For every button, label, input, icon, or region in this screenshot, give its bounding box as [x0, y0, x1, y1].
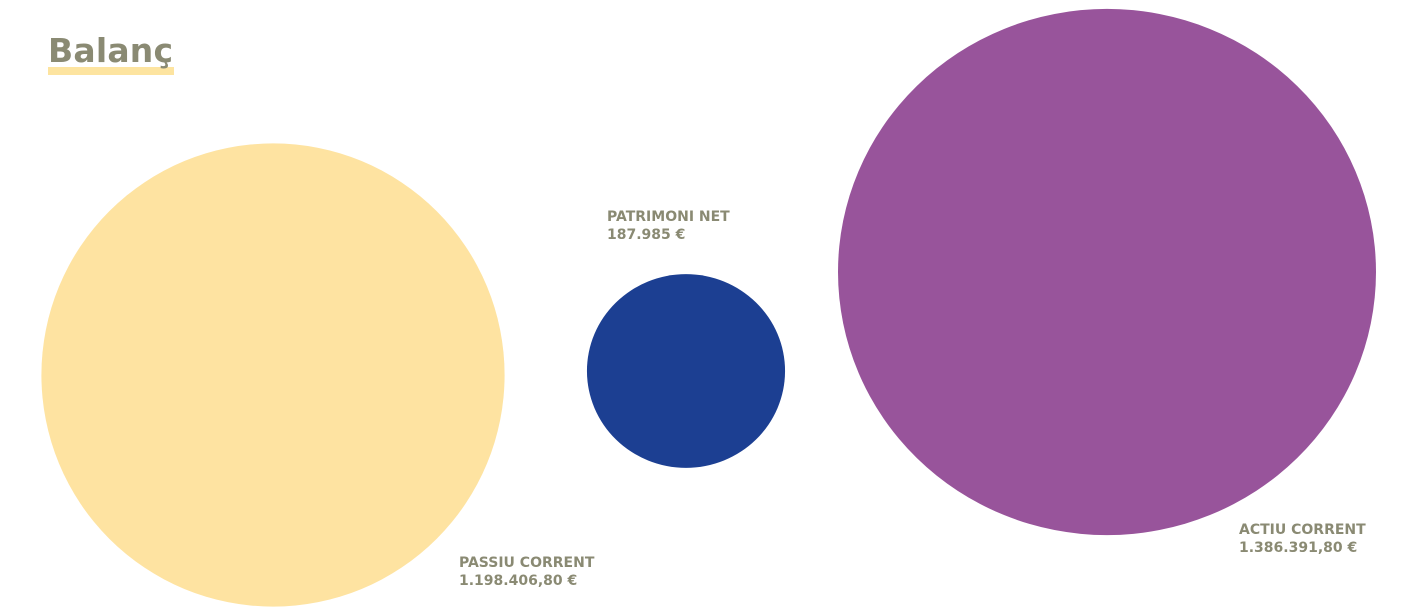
bubble-label-passiu-corrent: PASSIU CORRENT: [459, 555, 595, 571]
title-underline: [48, 67, 174, 75]
bubble-actiu-corrent[interactable]: [838, 8, 1376, 536]
bubbles-layer: [41, 8, 1376, 607]
labels-layer: PASSIU CORRENT 1.198.406,80 € PATRIMONI NE…: [459, 209, 1366, 589]
bubble-value-actiu-corrent: 1.386.391,80 €: [1239, 540, 1357, 556]
bubble-value-passiu-corrent: 1.198.406,80 €: [459, 573, 577, 589]
bubble-patrimoni-net[interactable]: [586, 274, 786, 468]
bubble-value-patrimoni-net: 187.985 €: [607, 227, 685, 243]
page-title: Balanç: [48, 31, 174, 70]
bubble-passiu-corrent[interactable]: [41, 143, 505, 607]
bubble-label-actiu-corrent: ACTIU CORRENT: [1239, 522, 1366, 538]
bubble-label-patrimoni-net: PATRIMONI NET: [607, 209, 730, 225]
